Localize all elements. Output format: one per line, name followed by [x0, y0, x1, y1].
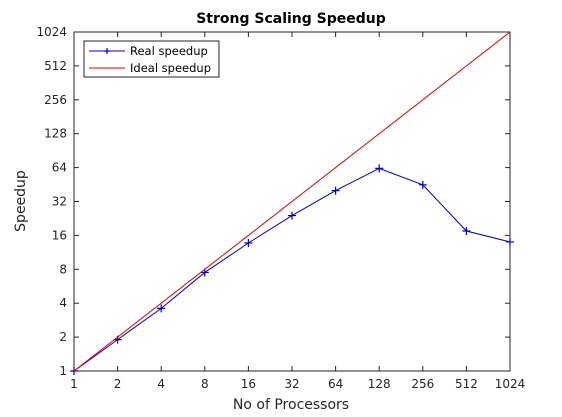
y-axis: 1 2 4 8 16 32 64 128 256 512 1024 [36, 25, 510, 378]
x-tick-label: 1 [70, 377, 78, 391]
y-tick-label: 32 [52, 195, 67, 209]
y-axis-label: Speedup [13, 170, 29, 232]
data-point-real-speedup [288, 211, 296, 220]
x-tick-label: 1024 [495, 377, 526, 391]
y-tick-label: 2 [59, 330, 67, 344]
y-tick-label: 16 [52, 228, 67, 242]
data-point-real-speedup [506, 237, 514, 246]
x-axis: 1 2 4 8 16 32 64 128 256 512 1024 [70, 32, 525, 391]
x-tick-label: 512 [455, 377, 478, 391]
x-tick-label: 4 [157, 377, 165, 391]
y-tick-label: 64 [52, 161, 67, 175]
series-layer [70, 31, 514, 375]
data-point-real-speedup [331, 186, 340, 195]
y-tick-label: 4 [59, 296, 67, 310]
data-point-real-speedup [462, 227, 471, 236]
data-point-real-speedup [418, 180, 427, 189]
data-point-real-speedup [244, 238, 253, 247]
y-tick-label: 128 [44, 127, 67, 141]
series-line-ideal-speedup [73, 31, 511, 372]
x-tick-label: 64 [328, 377, 343, 391]
y-tick-label: 1024 [36, 25, 67, 39]
y-tick-label: 512 [44, 59, 67, 73]
x-tick-label: 16 [241, 377, 256, 391]
legend-real-label: Real speedup [130, 44, 208, 58]
x-tick-label: 256 [411, 377, 434, 391]
y-tick-label: 8 [59, 262, 67, 276]
y-tick-label: 1 [59, 364, 67, 378]
chart-title: Strong Scaling Speedup [196, 11, 386, 27]
x-tick-label: 128 [368, 377, 391, 391]
x-axis-label: No of Processors [233, 397, 349, 413]
legend-box [83, 40, 220, 78]
x-tick-label: 2 [114, 377, 122, 391]
x-tick-label: 32 [284, 377, 299, 391]
legend-real-marker [104, 48, 110, 54]
y-tick-label: 256 [44, 93, 67, 107]
data-point-real-speedup [157, 304, 166, 313]
legend: Real speedup Ideal speedup [83, 40, 220, 78]
data-point-real-speedup [375, 164, 384, 173]
legend-ideal-label: Ideal speedup [130, 61, 211, 75]
x-tick-label: 8 [201, 377, 209, 391]
